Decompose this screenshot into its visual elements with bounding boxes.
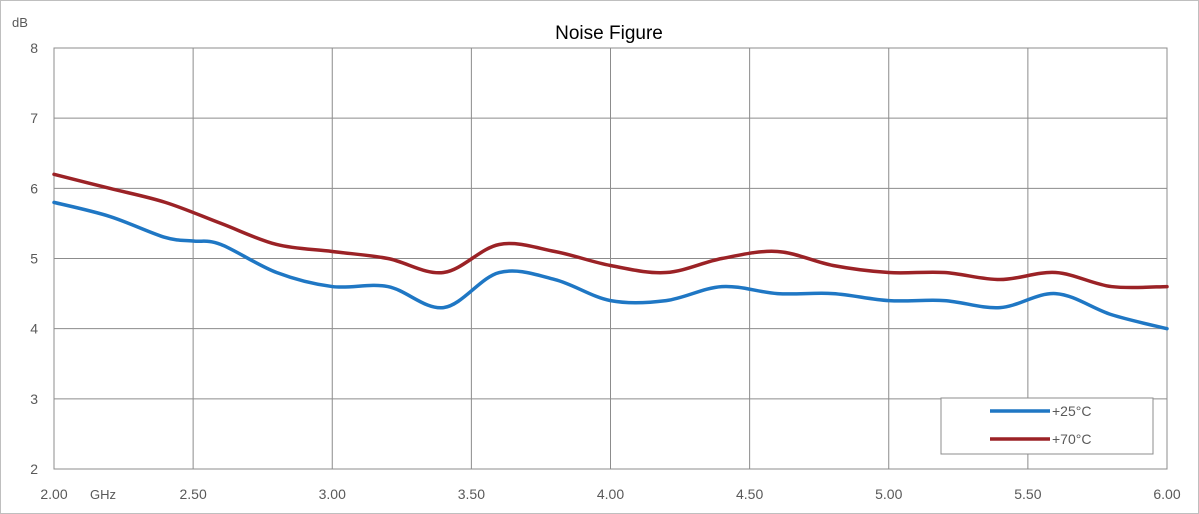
y-tick-label: 5	[30, 251, 38, 267]
x-tick-label: 2.50	[180, 486, 207, 502]
series-line-plus70c	[52, 172, 1169, 290]
x-tick-label: 4.50	[736, 486, 763, 502]
x-unit-label: GHz	[90, 487, 116, 502]
y-tick-label: 8	[30, 40, 38, 56]
tick-labels: 2.00 2.50 3.00 3.50 4.00 4.50 5.00 5.50 6.00 2 3 4 5…	[30, 40, 1181, 502]
chart-title: Noise Figure	[555, 23, 663, 44]
legend-box	[940, 397, 1154, 455]
legend: +25°C +70°C	[940, 397, 1154, 455]
x-tick-label: 5.50	[1014, 486, 1041, 502]
x-tick-label: 4.00	[597, 486, 624, 502]
x-tick-label: 3.00	[319, 486, 346, 502]
y-tick-label: 7	[30, 110, 38, 126]
legend-label: +25°C	[1052, 403, 1091, 419]
x-tick-label: 6.00	[1153, 486, 1180, 502]
plot-area-border	[53, 47, 1168, 470]
y-tick-label: 3	[30, 391, 38, 407]
y-tick-label: 6	[30, 180, 38, 196]
x-tick-label: 2.00	[40, 486, 67, 502]
y-unit-label: dB	[12, 15, 28, 30]
series-line-plus25c	[52, 200, 1169, 331]
y-tick-label: 2	[30, 461, 38, 477]
series-group	[52, 172, 1169, 331]
y-tick-label: 4	[30, 321, 38, 337]
x-tick-label: 5.00	[875, 486, 902, 502]
x-tick-label: 3.50	[458, 486, 485, 502]
legend-label: +70°C	[1052, 431, 1091, 447]
